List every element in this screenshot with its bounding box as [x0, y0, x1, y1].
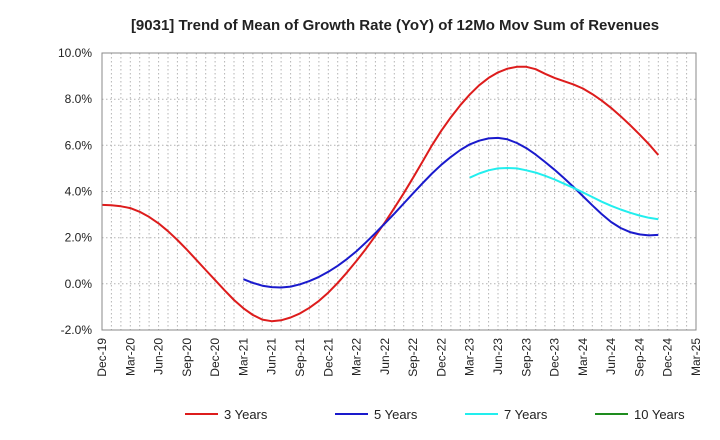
legend-label: 10 Years: [634, 407, 685, 422]
x-tick-label: Jun-21: [265, 338, 279, 375]
x-tick-label: Sep-22: [406, 338, 420, 377]
x-tick-label: Sep-21: [293, 338, 307, 377]
x-tick-label: Dec-22: [434, 338, 448, 377]
legend-label: 5 Years: [374, 407, 418, 422]
x-tick-label: Jun-20: [152, 338, 166, 375]
x-tick-label: Sep-24: [632, 338, 646, 377]
x-axis-ticks: Dec-19 Mar-20 Jun-20 Sep-20 Dec-20 Mar-21 Jun-…: [95, 338, 703, 377]
plot-area-frame: [101, 52, 697, 331]
x-tick-label: Mar-20: [123, 338, 137, 376]
series-line-5-years: [243, 136, 659, 289]
y-tick-label: 10.0%: [58, 46, 92, 60]
series-line-3-years: [101, 65, 660, 323]
y-tick-label: -2.0%: [61, 323, 93, 337]
x-tick-label: Mar-25: [689, 338, 703, 376]
y-tick-label: 8.0%: [65, 92, 93, 106]
x-tick-label: Dec-20: [208, 338, 222, 377]
x-tick-label: Dec-24: [661, 338, 675, 377]
grid: [102, 52, 696, 331]
y-tick-label: 4.0%: [65, 185, 93, 199]
x-tick-label: Sep-23: [519, 338, 533, 377]
x-tick-label: Mar-24: [576, 338, 590, 376]
x-tick-label: Sep-20: [180, 338, 194, 377]
x-tick-label: Jun-23: [491, 338, 505, 375]
series-line-7-years: [469, 167, 659, 221]
legend-label: 7 Years: [504, 407, 548, 422]
series-layer: [101, 65, 660, 323]
x-tick-label: Mar-21: [236, 338, 250, 376]
y-tick-label: 2.0%: [65, 231, 93, 245]
legend-label: 3 Years: [224, 407, 268, 422]
y-tick-label: 6.0%: [65, 138, 93, 152]
x-tick-label: Dec-23: [548, 338, 562, 377]
legend: 3 Years 5 Years 7 Years 10 Years: [185, 407, 685, 422]
x-tick-label: Dec-19: [95, 338, 109, 377]
y-tick-label: 0.0%: [65, 277, 93, 291]
x-tick-label: Dec-21: [321, 338, 335, 377]
x-tick-label: Mar-22: [350, 338, 364, 376]
x-tick-label: Jun-22: [378, 338, 392, 375]
y-axis-ticks: -2.0% 0.0% 2.0% 4.0% 6.0% 8.0% 10.0%: [58, 46, 92, 337]
x-tick-label: Mar-23: [463, 338, 477, 376]
chart-title: [9031] Trend of Mean of Growth Rate (YoY…: [131, 17, 659, 34]
x-tick-label: Jun-24: [604, 338, 618, 375]
